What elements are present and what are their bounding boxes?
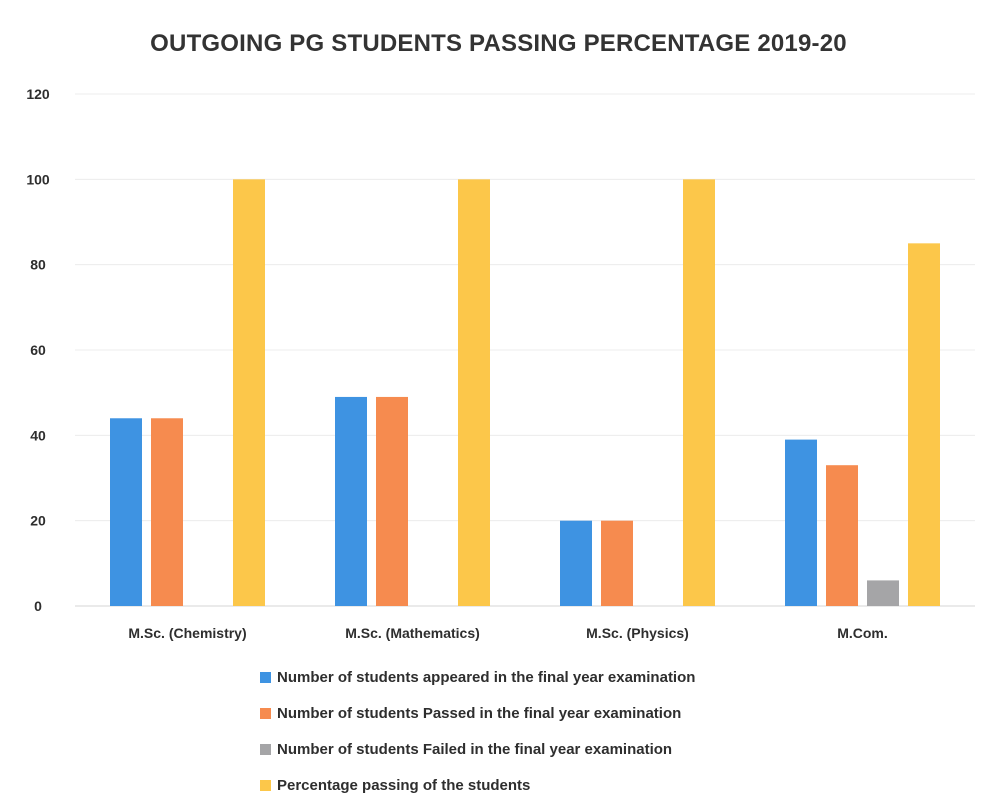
chart-title: OUTGOING PG STUDENTS PASSING PERCENTAGE … — [150, 30, 847, 57]
bar — [233, 179, 265, 607]
x-category-label: M.Sc. (Physics) — [586, 625, 689, 641]
y-tick-label: 80 — [30, 257, 46, 273]
y-tick-label: 40 — [30, 427, 46, 443]
x-category-label: M.Sc. (Chemistry) — [128, 625, 246, 641]
legend-swatch — [260, 708, 271, 719]
legend: Number of students appeared in the final… — [260, 665, 880, 809]
legend-item: Number of students appeared in the final… — [260, 665, 880, 690]
legend-label: Number of students Passed in the final y… — [277, 705, 682, 722]
bar — [560, 520, 592, 606]
y-tick-label: 120 — [26, 86, 50, 102]
y-tick-label: 0 — [34, 598, 42, 614]
x-category-label: M.Sc. (Mathematics) — [345, 625, 480, 641]
bar — [335, 396, 367, 606]
y-tick-label: 20 — [30, 513, 46, 529]
y-axis-ticks: 0 20 40 60 80 100 120 — [26, 86, 50, 614]
legend-label: Number of students appeared in the final… — [277, 669, 696, 686]
legend-item: Number of students Failed in the final y… — [260, 737, 880, 762]
x-axis-categories: M.Sc. (Chemistry) M.Sc. (Mathematics) M.Sc… — [128, 625, 887, 641]
legend-swatch — [260, 672, 271, 683]
bar — [376, 396, 408, 606]
bars — [110, 179, 940, 607]
bar — [151, 418, 183, 606]
y-tick-label: 60 — [30, 342, 46, 358]
gridlines — [75, 93, 975, 607]
legend-swatch — [260, 780, 271, 791]
legend-item: Number of students Passed in the final y… — [260, 701, 880, 726]
legend-swatch — [260, 744, 271, 755]
y-tick-label: 100 — [26, 171, 50, 187]
bar — [458, 179, 490, 607]
bar — [867, 580, 899, 606]
bar — [601, 520, 633, 606]
legend-item: Percentage passing of the students — [260, 773, 880, 798]
bar — [683, 179, 715, 607]
legend-label: Percentage passing of the students — [277, 777, 531, 794]
bar — [785, 439, 817, 606]
bar — [826, 465, 858, 606]
bar — [908, 243, 940, 607]
x-category-label: M.Com. — [837, 625, 888, 641]
bar — [110, 418, 142, 606]
legend-label: Number of students Failed in the final y… — [277, 741, 673, 758]
